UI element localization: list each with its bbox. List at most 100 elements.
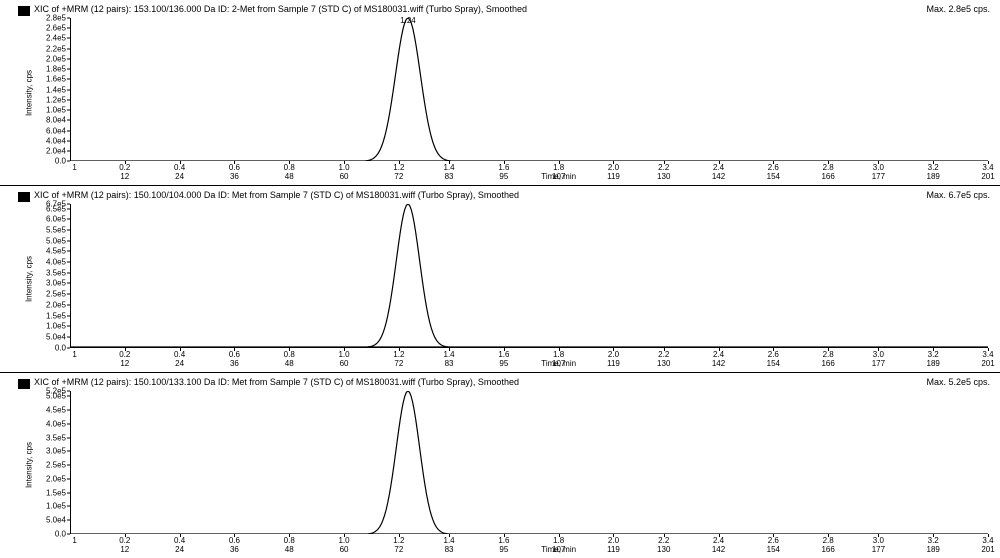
y-tick-label: 5.0e4: [46, 516, 66, 525]
x-tick-label: 1.695: [498, 536, 509, 554]
x-tick-label: 1.060: [338, 536, 349, 554]
x-tick-label: 0.636: [229, 163, 240, 181]
x-tick-mark: [399, 348, 400, 351]
x-tick-mark: [234, 348, 235, 351]
x-tick-label: 0.636: [229, 350, 240, 368]
x-tick-label: 3.4201: [981, 536, 994, 554]
y-tick-label: 2.8e5: [46, 14, 66, 23]
y-tick-label: 3.5e5: [46, 268, 66, 277]
x-tick-mark: [504, 534, 505, 537]
x-tick-label: 2.8166: [821, 163, 834, 181]
x-tick-label: 1.483: [444, 536, 455, 554]
panel-title: XIC of +MRM (12 pairs): 150.100/133.100 …: [34, 377, 519, 387]
x-tick-label: 3.0177: [872, 350, 885, 368]
x-tick-label: 0.636: [229, 536, 240, 554]
x-tick-mark: [559, 534, 560, 537]
x-tick-mark: [773, 161, 774, 164]
chromatogram-trace: [70, 391, 988, 534]
x-tick-label: 3.0177: [872, 163, 885, 181]
legend-chip: [18, 379, 30, 389]
x-tick-mark: [878, 161, 879, 164]
x-tick-label: 3.2189: [927, 163, 940, 181]
panel-title: XIC of +MRM (12 pairs): 153.100/136.000 …: [34, 4, 527, 14]
x-tick-mark: [719, 348, 720, 351]
y-tick-label: 1.5e5: [46, 488, 66, 497]
x-tick-mark: [234, 534, 235, 537]
x-tick-label: 1.272: [393, 163, 404, 181]
legend-chip: [18, 6, 30, 16]
x-tick-label: 2.4142: [712, 536, 725, 554]
x-tick-label: 2.0119: [607, 163, 620, 181]
x-tick-label: 2.0119: [607, 350, 620, 368]
x-tick-mark: [773, 348, 774, 351]
x-tick-mark: [449, 348, 450, 351]
peak-label: 1.24: [400, 16, 416, 25]
panel-max-label: Max. 6.7e5 cps.: [926, 190, 990, 200]
y-tick-label: 5.0e4: [46, 332, 66, 341]
x-axis-label: Time, min: [541, 545, 576, 554]
x-tick-label: 0.212: [119, 163, 130, 181]
x-tick-mark: [289, 161, 290, 164]
chromatogram-panel-1: XIC of +MRM (12 pairs): 150.100/104.000 …: [0, 185, 1000, 371]
x-tick-label: 1.272: [393, 350, 404, 368]
x-tick-label: 2.2130: [657, 163, 670, 181]
x-tick-label: 1.060: [338, 350, 349, 368]
x-tick-mark: [180, 161, 181, 164]
x-tick-label: 1: [72, 536, 76, 545]
x-tick-mark: [828, 348, 829, 351]
y-tick-label: 2.5e5: [46, 461, 66, 470]
x-tick-mark: [234, 161, 235, 164]
x-tick-label: 3.2189: [927, 350, 940, 368]
x-tick-label: 2.6154: [767, 536, 780, 554]
x-tick-label: 2.8166: [821, 350, 834, 368]
y-tick-label: 0.0: [55, 343, 66, 352]
x-tick-mark: [559, 161, 560, 164]
chromatogram-panel-2: XIC of +MRM (12 pairs): 150.100/133.100 …: [0, 372, 1000, 558]
x-tick-mark: [933, 161, 934, 164]
x-tick-mark: [828, 161, 829, 164]
chromatogram-stack: XIC of +MRM (12 pairs): 153.100/136.000 …: [0, 0, 1000, 558]
x-tick-mark: [613, 534, 614, 537]
x-tick-label: 2.6154: [767, 163, 780, 181]
x-tick-label: 1.483: [444, 163, 455, 181]
x-tick-mark: [664, 161, 665, 164]
y-tick-label: 3.0e5: [46, 447, 66, 456]
x-tick-label: 2.2130: [657, 536, 670, 554]
x-tick-mark: [449, 161, 450, 164]
y-tick-label: 6.7e5: [46, 200, 66, 209]
x-tick-mark: [125, 534, 126, 537]
y-tick-label: 4.0e4: [46, 136, 66, 145]
y-tick-label: 1.6e5: [46, 75, 66, 84]
y-tick-label: 2.4e5: [46, 34, 66, 43]
x-tick-label: 3.4201: [981, 163, 994, 181]
x-tick-label: 2.6154: [767, 350, 780, 368]
y-axis-ticks: 0.05.0e41.0e51.5e52.0e52.5e53.0e53.5e54.…: [0, 391, 70, 534]
chromatogram-trace: [70, 18, 988, 161]
x-tick-mark: [613, 348, 614, 351]
y-tick-label: 1.0e5: [46, 106, 66, 115]
y-tick-label: 2.0e5: [46, 300, 66, 309]
x-tick-label: 1.060: [338, 163, 349, 181]
y-tick-label: 2.2e5: [46, 44, 66, 53]
x-tick-label: 0.424: [174, 163, 185, 181]
x-tick-label: 2.0119: [607, 536, 620, 554]
y-tick-label: 2.5e5: [46, 290, 66, 299]
y-tick-label: 2.0e4: [46, 147, 66, 156]
x-tick-mark: [664, 534, 665, 537]
y-tick-label: 4.5e5: [46, 405, 66, 414]
x-tick-label: 2.4142: [712, 163, 725, 181]
x-tick-mark: [449, 534, 450, 537]
x-tick-label: 2.8166: [821, 536, 834, 554]
x-tick-label: 1.483: [444, 350, 455, 368]
x-tick-label: 3.2189: [927, 536, 940, 554]
y-tick-label: 8.0e4: [46, 116, 66, 125]
x-axis-label: Time, min: [541, 172, 576, 181]
x-tick-mark: [719, 534, 720, 537]
panel-max-label: Max. 5.2e5 cps.: [926, 377, 990, 387]
x-tick-mark: [719, 161, 720, 164]
x-tick-mark: [878, 348, 879, 351]
x-tick-label: 1.695: [498, 350, 509, 368]
y-tick-label: 0.0: [55, 157, 66, 166]
x-tick-label: 0.848: [284, 163, 295, 181]
x-tick-label: 0.848: [284, 536, 295, 554]
